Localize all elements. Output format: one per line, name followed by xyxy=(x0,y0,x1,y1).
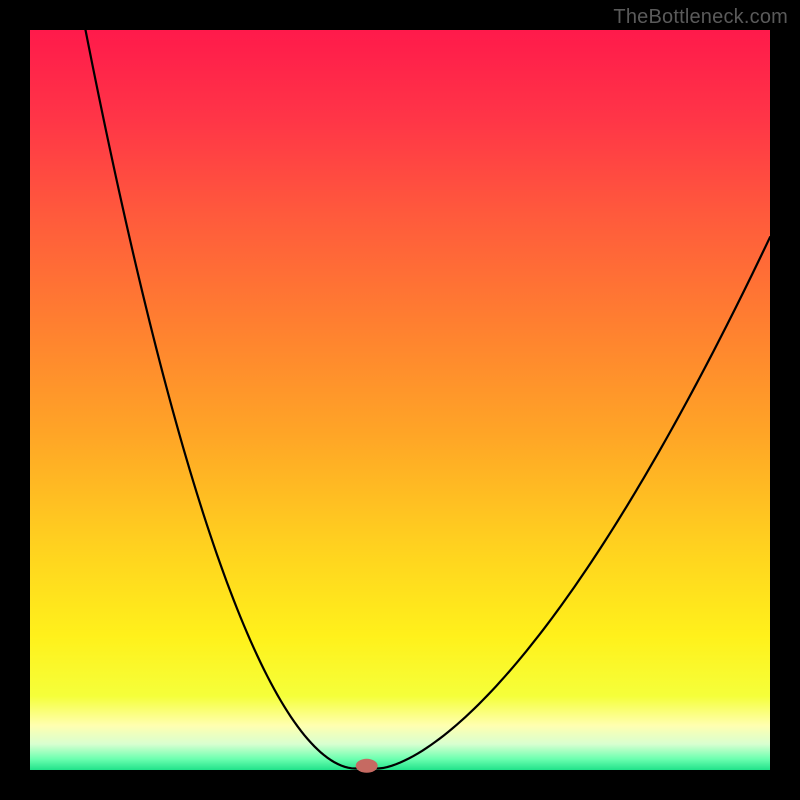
optimum-marker xyxy=(356,759,378,773)
bottleneck-chart xyxy=(0,0,800,800)
gradient-background xyxy=(30,30,770,770)
chart-stage: TheBottleneck.com xyxy=(0,0,800,800)
